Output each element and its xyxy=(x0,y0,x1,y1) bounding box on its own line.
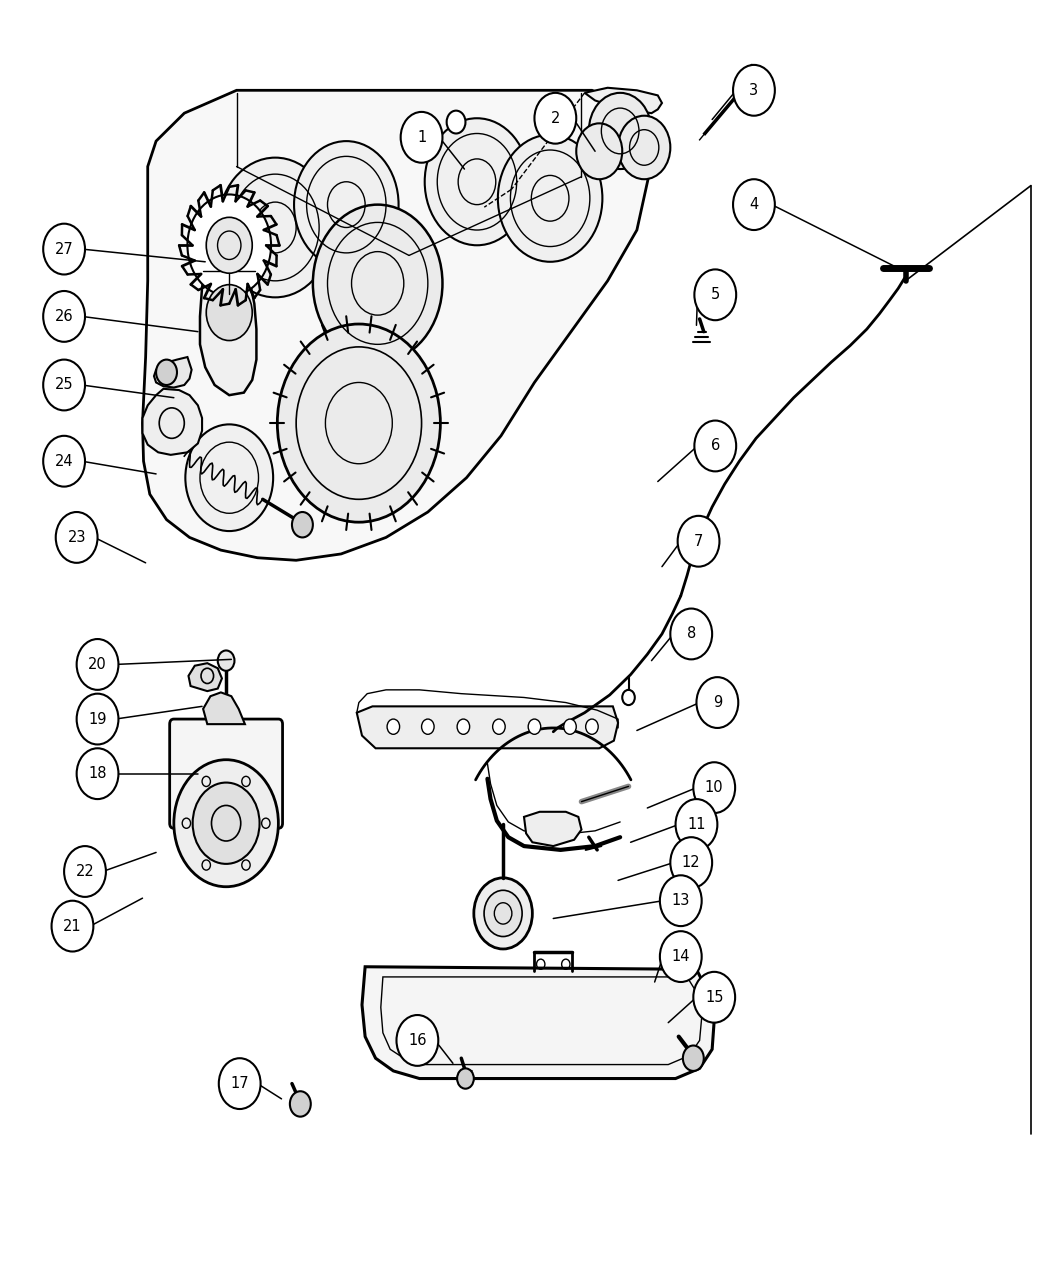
Circle shape xyxy=(290,1091,311,1116)
Circle shape xyxy=(678,516,720,566)
Text: 6: 6 xyxy=(711,438,720,453)
Circle shape xyxy=(206,285,253,341)
Text: 7: 7 xyxy=(694,533,703,549)
Circle shape xyxy=(493,719,505,735)
Text: 4: 4 xyxy=(749,197,759,213)
Polygon shape xyxy=(743,65,761,90)
Circle shape xyxy=(174,760,279,887)
Circle shape xyxy=(77,694,118,745)
Polygon shape xyxy=(585,88,662,113)
Circle shape xyxy=(697,677,738,728)
Text: 19: 19 xyxy=(88,712,107,727)
Text: 18: 18 xyxy=(88,766,107,782)
Circle shape xyxy=(396,1015,438,1066)
Circle shape xyxy=(457,1068,474,1088)
Polygon shape xyxy=(189,663,222,691)
Circle shape xyxy=(498,135,603,262)
Circle shape xyxy=(43,435,85,486)
Circle shape xyxy=(660,931,702,981)
Circle shape xyxy=(484,890,522,937)
Circle shape xyxy=(206,218,253,274)
Circle shape xyxy=(474,878,532,948)
Circle shape xyxy=(43,224,85,275)
Circle shape xyxy=(64,847,106,897)
Circle shape xyxy=(733,65,774,116)
Circle shape xyxy=(77,639,118,690)
Text: 11: 11 xyxy=(687,817,705,833)
Text: 1: 1 xyxy=(417,130,427,145)
Circle shape xyxy=(188,195,271,297)
Circle shape xyxy=(294,141,398,269)
Polygon shape xyxy=(203,693,245,724)
Circle shape xyxy=(313,205,442,362)
Circle shape xyxy=(292,512,313,537)
Circle shape xyxy=(694,971,735,1022)
Text: 2: 2 xyxy=(550,111,560,126)
Text: 9: 9 xyxy=(713,695,722,710)
Text: 10: 10 xyxy=(705,780,723,796)
Text: 23: 23 xyxy=(67,530,86,545)
Text: 5: 5 xyxy=(711,288,720,302)
Circle shape xyxy=(586,719,598,735)
Circle shape xyxy=(534,93,576,144)
Text: 20: 20 xyxy=(88,657,107,672)
Text: 8: 8 xyxy=(686,626,696,642)
Text: 24: 24 xyxy=(54,453,73,468)
Circle shape xyxy=(671,608,713,659)
Text: 27: 27 xyxy=(54,242,73,257)
Circle shape xyxy=(185,424,274,531)
Text: 15: 15 xyxy=(705,989,723,1004)
Circle shape xyxy=(421,719,434,735)
Circle shape xyxy=(694,763,735,813)
Text: 16: 16 xyxy=(408,1032,427,1048)
Text: 13: 13 xyxy=(672,894,690,908)
Circle shape xyxy=(733,179,774,230)
Circle shape xyxy=(528,719,541,735)
Text: 26: 26 xyxy=(54,309,73,323)
Circle shape xyxy=(43,359,85,410)
Circle shape xyxy=(457,719,470,735)
Circle shape xyxy=(576,123,623,179)
Polygon shape xyxy=(200,271,257,395)
Polygon shape xyxy=(356,707,618,749)
Circle shape xyxy=(77,749,118,799)
Text: 12: 12 xyxy=(682,855,700,871)
Circle shape xyxy=(695,420,736,471)
Circle shape xyxy=(218,158,332,298)
Circle shape xyxy=(564,719,576,735)
Circle shape xyxy=(56,512,97,563)
Circle shape xyxy=(219,1058,261,1109)
Circle shape xyxy=(589,93,652,169)
Text: 25: 25 xyxy=(54,378,73,392)
Circle shape xyxy=(660,876,702,927)
Circle shape xyxy=(278,325,440,522)
Circle shape xyxy=(695,270,736,321)
Circle shape xyxy=(387,719,399,735)
Circle shape xyxy=(43,292,85,342)
Circle shape xyxy=(218,651,235,671)
Text: 21: 21 xyxy=(63,919,82,933)
Polygon shape xyxy=(154,356,192,387)
Circle shape xyxy=(51,901,93,951)
Text: 14: 14 xyxy=(672,950,690,964)
Text: 3: 3 xyxy=(749,83,759,98)
Circle shape xyxy=(193,783,260,864)
Circle shape xyxy=(671,838,713,889)
Circle shape xyxy=(446,111,465,134)
Circle shape xyxy=(683,1045,704,1071)
Polygon shape xyxy=(143,90,650,560)
FancyBboxPatch shape xyxy=(170,719,283,829)
Polygon shape xyxy=(143,388,202,454)
Circle shape xyxy=(400,112,442,163)
Circle shape xyxy=(618,116,671,179)
Circle shape xyxy=(424,118,529,246)
Polygon shape xyxy=(524,812,582,847)
Polygon shape xyxy=(362,966,715,1078)
Text: 22: 22 xyxy=(75,864,94,878)
Circle shape xyxy=(156,359,177,384)
Text: 17: 17 xyxy=(231,1076,249,1091)
Circle shape xyxy=(676,799,718,850)
